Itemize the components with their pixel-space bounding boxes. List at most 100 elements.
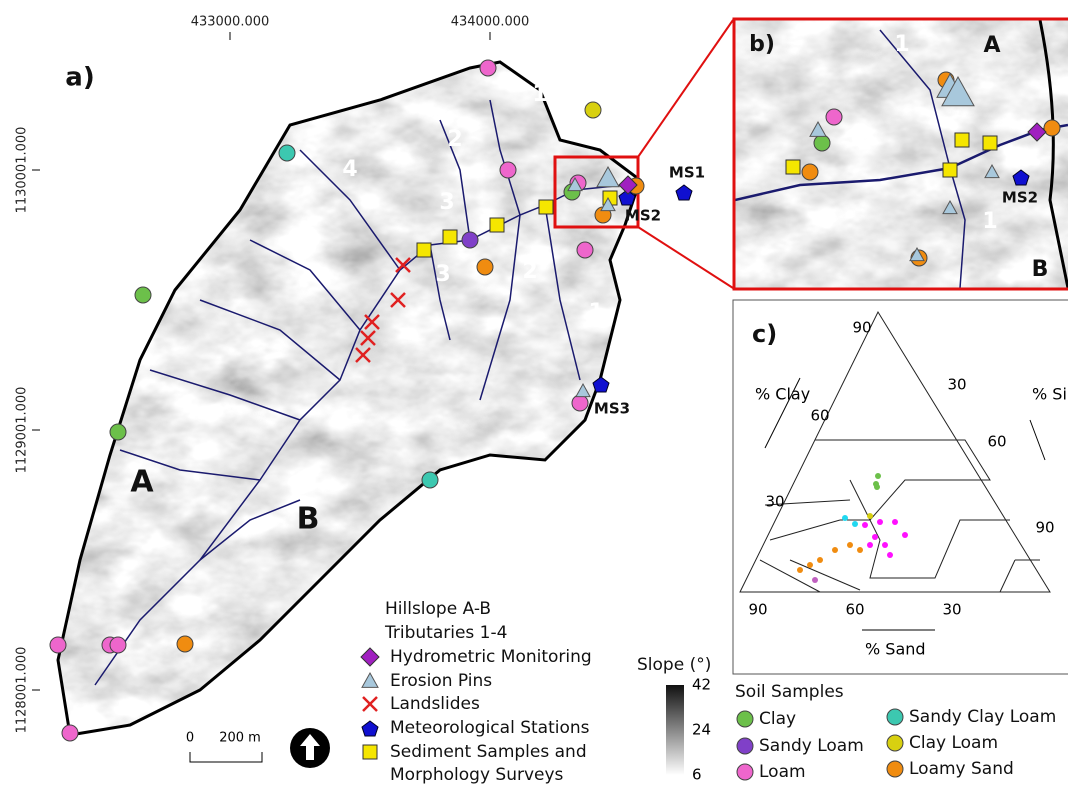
inset-label: A xyxy=(983,33,1000,58)
sediment-sample xyxy=(363,745,377,759)
colorbar xyxy=(666,685,684,775)
soil-sample xyxy=(462,232,478,248)
soil-point xyxy=(867,513,873,519)
soil-point xyxy=(867,542,873,548)
map-label: 4 xyxy=(342,157,357,182)
y-coordinate: 1128001.000 xyxy=(15,647,30,734)
map-label: 1 xyxy=(557,115,572,140)
soil-point xyxy=(862,522,868,528)
soil-sample xyxy=(887,735,903,751)
legend-text: Loamy Sand xyxy=(909,759,1014,779)
soil-sample xyxy=(572,395,588,411)
soil-sample xyxy=(737,738,753,754)
soil-point xyxy=(847,542,853,548)
soil-point xyxy=(842,515,848,521)
legend-title: Soil Samples xyxy=(735,682,844,702)
soil-point xyxy=(875,473,881,479)
hydrometric xyxy=(361,648,379,666)
sediment-sample xyxy=(417,243,431,257)
map-label: MS3 xyxy=(594,400,630,418)
met-station xyxy=(676,185,692,200)
soil-point xyxy=(887,552,893,558)
y-coordinate: 1130001.000 xyxy=(15,127,30,214)
soil-sample xyxy=(110,637,126,653)
map-label: 1 xyxy=(588,300,603,325)
legend-text: Erosion Pins xyxy=(390,671,492,691)
soil-sample xyxy=(50,637,66,653)
sediment-sample xyxy=(943,163,957,177)
soil-point xyxy=(874,484,880,490)
soil-sample xyxy=(422,472,438,488)
inset-label: MS2 xyxy=(1002,189,1038,207)
soil-point xyxy=(882,542,888,548)
tick-label: 90 xyxy=(852,319,871,337)
legend-text: Hillslope A-B xyxy=(385,599,491,619)
x-coordinate: 433000.000 xyxy=(191,15,270,30)
map-label: MS2 xyxy=(625,207,661,225)
legend-text: Landslides xyxy=(390,694,480,714)
sediment-sample xyxy=(443,230,457,244)
soil-sample xyxy=(477,259,493,275)
soil-sample xyxy=(500,162,516,178)
map-label: A xyxy=(130,465,154,500)
sediment-sample xyxy=(490,218,504,232)
tick-label: 60 xyxy=(987,433,1006,451)
soil-sample xyxy=(480,60,496,76)
soil-point xyxy=(892,519,898,525)
y-coordinate: 1129001.000 xyxy=(15,387,30,474)
legend-text: Hydrometric Monitoring xyxy=(390,647,592,667)
soil-point xyxy=(872,534,878,540)
tick-label: 60 xyxy=(845,601,864,619)
inset-label: 1 xyxy=(894,32,909,57)
tick-label: 30 xyxy=(765,493,784,511)
tick-label: 30 xyxy=(947,376,966,394)
sediment-sample xyxy=(786,160,800,174)
legend-text: Tributaries 1-4 xyxy=(384,623,507,643)
soil-point xyxy=(832,547,838,553)
soil-sample xyxy=(887,761,903,777)
colorbar-tick: 24 xyxy=(692,721,711,739)
sediment-sample xyxy=(955,133,969,147)
erosion-pin xyxy=(362,673,378,687)
map-label: 2 xyxy=(447,127,462,152)
slope-raster xyxy=(40,50,660,750)
map-label: 3 xyxy=(439,190,454,215)
tick-label: 90 xyxy=(748,601,767,619)
map-label: 3 xyxy=(435,262,450,287)
panel-label: c) xyxy=(752,320,777,348)
soil-sample xyxy=(737,711,753,727)
soil-sample xyxy=(62,725,78,741)
tick-label: 90 xyxy=(1035,519,1054,537)
soil-sample xyxy=(135,287,151,303)
colorbar-title: Slope (°) xyxy=(637,655,711,675)
legend-text: Sandy Loam xyxy=(759,736,864,756)
inset-label: B xyxy=(1032,257,1049,282)
colorbar-tick: 42 xyxy=(692,676,711,694)
legend-text: Sandy Clay Loam xyxy=(909,707,1056,727)
axis-label: % Sand xyxy=(865,640,926,659)
legend-text: Clay Loam xyxy=(909,733,998,753)
scale-label: 200 m xyxy=(219,731,261,746)
soil-sample xyxy=(110,424,126,440)
legend-text: Morphology Surveys xyxy=(390,765,564,785)
soil-sample xyxy=(814,135,830,151)
sediment-sample xyxy=(983,136,997,150)
soil-point xyxy=(797,567,803,573)
soil-point xyxy=(902,532,908,538)
inset-raster xyxy=(735,20,1068,288)
soil-point xyxy=(857,547,863,553)
soil-point xyxy=(877,519,883,525)
soil-point xyxy=(817,557,823,563)
scale-label: 0 xyxy=(186,731,194,746)
soil-sample xyxy=(802,164,818,180)
met-station xyxy=(362,721,378,736)
axis-label: % Silt xyxy=(1032,385,1068,404)
legend-text: Sediment Samples and xyxy=(390,742,587,762)
legend-text: Meteorological Stations xyxy=(390,718,590,738)
soil-point xyxy=(852,521,858,527)
zoom-line xyxy=(638,227,733,288)
inset-label: 1 xyxy=(982,209,997,234)
tick-label: 30 xyxy=(942,601,961,619)
soil-sample xyxy=(577,242,593,258)
soil-sample xyxy=(1044,120,1060,136)
